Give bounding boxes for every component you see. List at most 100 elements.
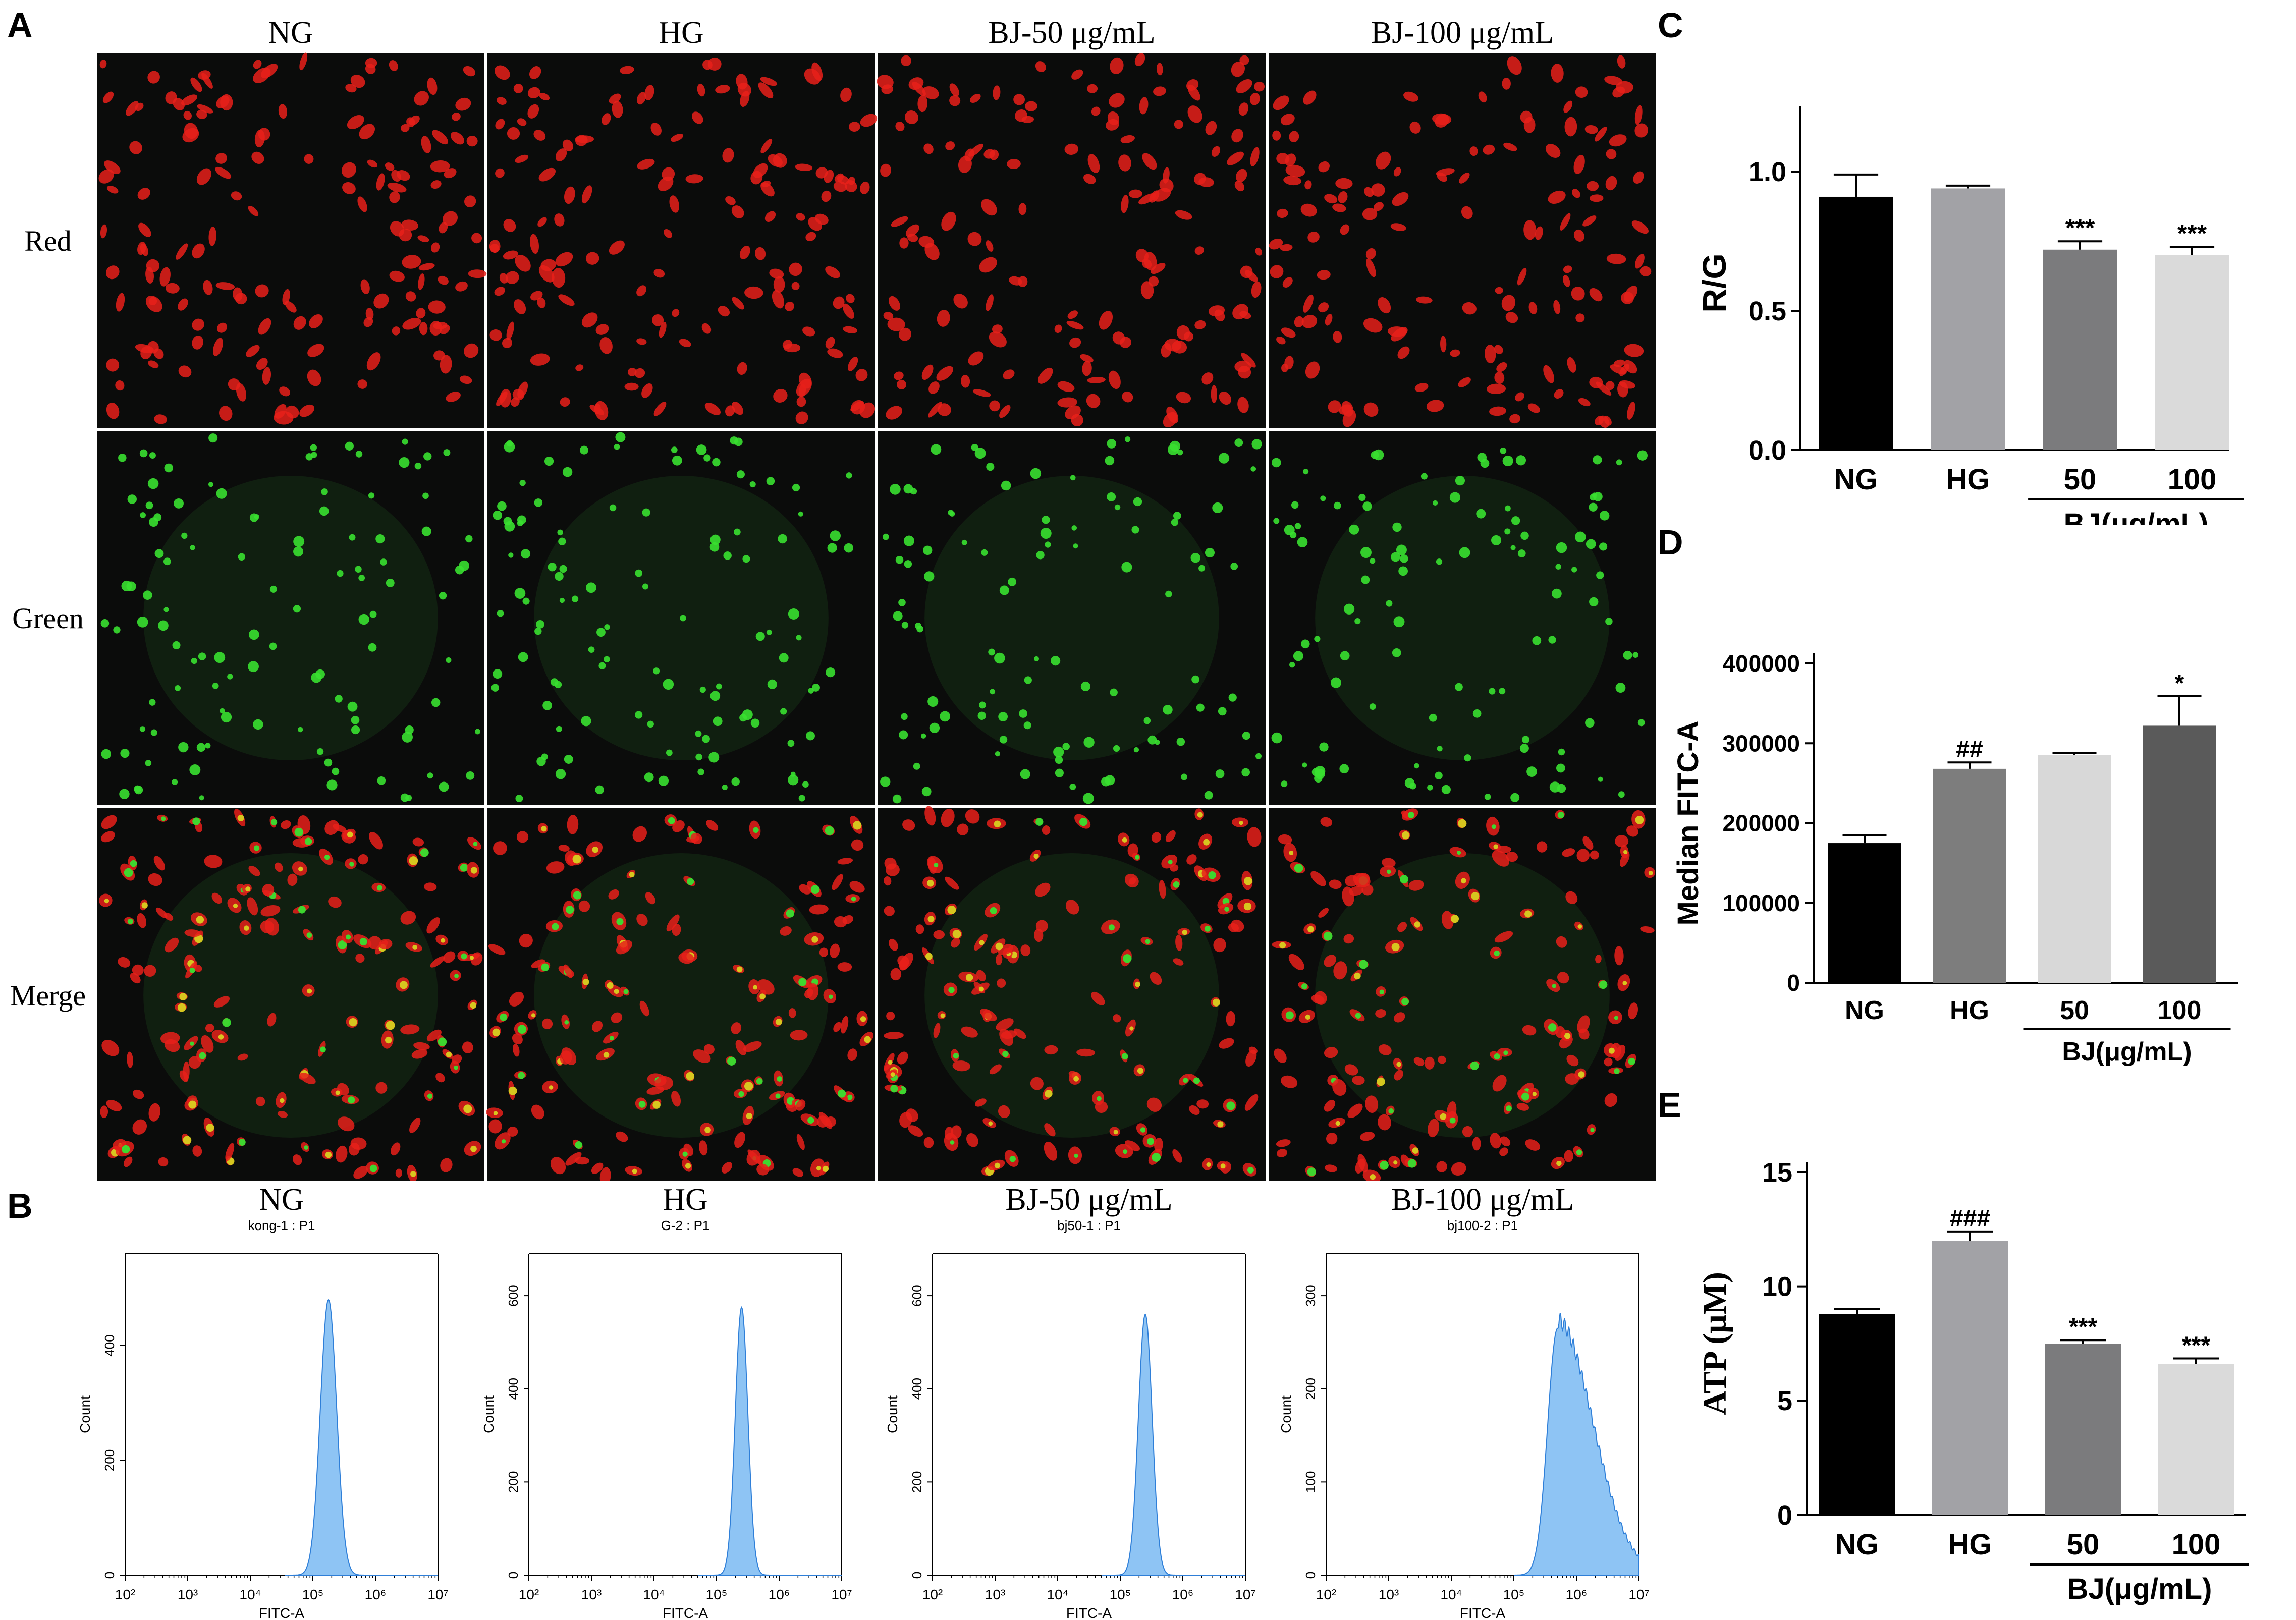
merge-cell [978,986,984,992]
merge-cell [531,1013,536,1018]
merge-cell [347,1096,355,1104]
y-tick-label: 200 [909,1471,924,1493]
red-cell [1604,1093,1618,1107]
red-cell [554,213,565,227]
red-cell [1324,1164,1338,1172]
red-cell [345,84,357,93]
merge-cell [1524,910,1532,918]
red-cell [796,1099,806,1111]
red-cell [100,1105,108,1119]
red-cell [1387,326,1407,337]
merge-cell [427,1093,433,1099]
green-cell [1436,558,1443,565]
red-cell [1604,1057,1613,1067]
red-cell [981,199,997,216]
red-cell [1397,922,1407,932]
merge-cell [1123,1149,1128,1154]
merge-cell [177,1003,186,1012]
red-cell [127,1051,133,1068]
histogram-title: BJ-50 μg/mL [1005,1183,1172,1217]
green-cell [293,536,305,547]
red-cell [1227,151,1244,165]
y-axis-label: Median FITC-A [1672,721,1705,926]
green-cell [922,545,933,555]
red-cell [1018,203,1027,215]
red-cell [1238,102,1249,116]
green-cell [118,454,127,462]
green-cell [924,571,935,582]
green-cell [1632,652,1639,658]
green-cell [1055,768,1064,777]
red-cell [1605,176,1617,191]
merge-cell [1079,817,1088,826]
merge-cell [1623,850,1628,855]
green-cell [1343,603,1355,615]
green-cell [1637,719,1645,727]
red-cell [516,831,529,843]
green-cell [792,483,800,492]
red-cell [802,326,815,337]
merge-cell [473,842,478,847]
red-cell [565,1152,582,1166]
red-cell [389,60,398,71]
green-cell [1392,648,1401,657]
red-cell [581,185,592,204]
merge-cell [1491,824,1496,829]
merge-cell [668,817,675,824]
red-cell [671,1090,681,1107]
red-cell [275,862,283,872]
green-cell [1070,475,1076,481]
merge-cell [988,1121,993,1126]
green-cell [174,498,184,509]
green-cell [446,657,452,663]
category-label: 100 [2172,1528,2221,1561]
red-cell [365,308,374,320]
red-cell [784,343,801,353]
red-cell [1150,972,1162,985]
green-cell [1396,544,1407,555]
green-cell [586,582,596,593]
bar [1931,188,2005,450]
green-cell [149,452,156,459]
red-cell [847,357,858,371]
green-cell [190,545,195,550]
green-cell [1404,778,1415,788]
red-cell [1517,267,1527,286]
red-cell [359,124,375,140]
red-cell [1255,247,1263,256]
red-cell [1408,880,1424,891]
red-cell [260,905,281,917]
red-cell [132,1089,144,1099]
micrograph-tile [1269,431,1656,805]
red-cell [1042,825,1051,835]
green-cell [899,730,908,740]
micrograph-tile [97,52,487,428]
merge-cell [124,868,133,877]
red-cell [936,366,953,381]
green-cell [555,572,564,581]
red-cell [401,219,418,231]
red-cell [148,360,159,368]
red-cell [455,97,471,111]
red-cell [1634,105,1643,125]
green-cell [506,440,513,447]
red-cell [188,1056,201,1069]
merge-cell [1391,943,1400,952]
red-cell [1614,835,1629,848]
green-cell [164,463,174,473]
red-cell [1515,392,1525,402]
red-cell [452,113,461,121]
red-cell [1564,117,1577,137]
group-label: BJ(μg/mL) [2064,508,2209,525]
column-label: BJ-50 μg/mL [988,16,1155,50]
red-cell [246,345,260,357]
green-cell [1163,705,1173,715]
red-cell [1003,369,1015,380]
green-cell [508,552,514,558]
red-cell [430,242,440,253]
red-cell [1294,316,1304,328]
red-cell [1565,1073,1579,1085]
red-cell [1301,315,1318,328]
red-cell [715,85,730,94]
group-label: BJ(μg/mL) [2062,1037,2192,1067]
